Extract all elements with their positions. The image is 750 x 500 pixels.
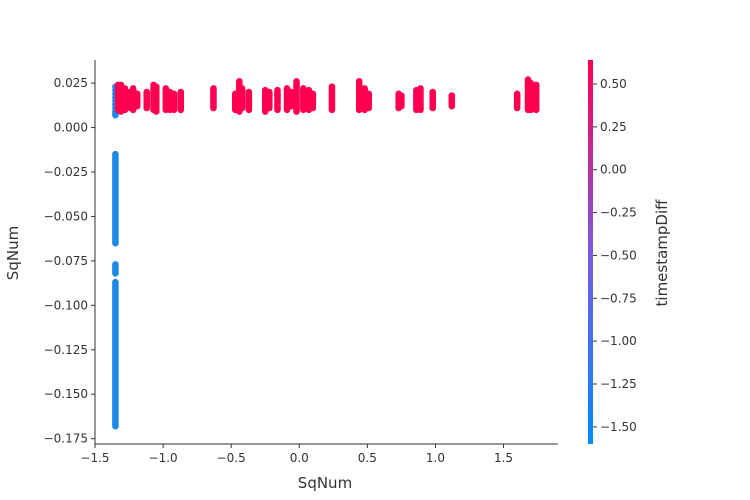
data-point <box>398 92 405 99</box>
colorbar-label: timestampDiff <box>653 199 671 307</box>
data-point <box>365 90 373 98</box>
x-tick-label: 1.0 <box>426 451 445 465</box>
data-point <box>328 83 336 90</box>
data-point <box>170 90 178 98</box>
y-tick-label: −0.075 <box>44 254 88 268</box>
data-point <box>121 85 129 92</box>
y-axis-label: SqNum <box>4 226 22 280</box>
data-point <box>177 88 185 96</box>
y-tick-label: −0.125 <box>44 343 88 357</box>
y-tick-label: 0.025 <box>54 76 88 90</box>
data-point <box>448 92 456 99</box>
x-tick-label: −0.5 <box>217 451 246 465</box>
colorbar-tick-label: −0.50 <box>600 248 637 262</box>
colorbar-gradient <box>588 60 593 444</box>
data-point <box>152 83 160 90</box>
data-point <box>129 85 137 92</box>
data-point <box>527 79 535 87</box>
x-tick-label: −1.5 <box>80 451 109 465</box>
data-point <box>143 88 151 96</box>
data-point <box>513 90 521 98</box>
data-point <box>236 78 243 85</box>
data-point <box>300 85 307 92</box>
data-point <box>417 85 424 92</box>
y-tick-label: −0.025 <box>44 165 88 179</box>
colorbar-tick-label: −0.75 <box>600 291 637 305</box>
colorbar-tick-label: −1.25 <box>600 377 637 391</box>
colorbar-tick-label: 0.25 <box>600 120 627 134</box>
x-tick-label: −1.0 <box>149 451 178 465</box>
data-point <box>355 78 363 85</box>
data-point <box>287 88 295 96</box>
data-point <box>112 150 119 158</box>
colorbar-tick-label: −1.50 <box>600 420 637 434</box>
axes: −1.5 −1.0 −0.5 0.0 0.5 1.0 1.5 0.025 0.000 −0.025… <box>44 60 558 465</box>
data-point <box>274 86 281 94</box>
data-point <box>266 88 273 96</box>
colorbar-tick-label: −0.25 <box>600 206 637 220</box>
y-tick-label: −0.050 <box>44 209 88 223</box>
x-axis-label: SqNum <box>298 474 352 492</box>
data-point <box>429 88 437 96</box>
data-points <box>112 76 540 430</box>
colorbar-tick-label: −1.00 <box>600 334 637 348</box>
data-point <box>133 90 141 98</box>
y-tick-label: −0.100 <box>44 298 88 312</box>
x-tick-label: 1.5 <box>494 451 513 465</box>
colorbar: 0.50 0.25 0.00 −0.25 −0.50 −0.75 −1.00 −1.25 −1.… <box>588 60 637 444</box>
colorbar-tick-label: 0.50 <box>600 77 627 91</box>
y-tick-label: −0.175 <box>44 432 88 446</box>
colorbar-tick-label: 0.00 <box>600 163 627 177</box>
data-point <box>309 90 317 98</box>
data-point <box>112 261 119 268</box>
data-point <box>361 85 368 92</box>
data-point <box>245 88 253 96</box>
data-point <box>238 85 246 92</box>
x-tick-label: 0.5 <box>358 451 377 465</box>
y-tick-label: 0.000 <box>54 121 88 135</box>
data-point <box>210 85 217 92</box>
data-point <box>112 111 119 119</box>
x-tick-label: 0.0 <box>290 451 309 465</box>
data-point <box>112 278 119 286</box>
data-point <box>532 81 540 89</box>
y-tick-label: −0.150 <box>44 387 88 401</box>
data-point <box>293 78 300 85</box>
